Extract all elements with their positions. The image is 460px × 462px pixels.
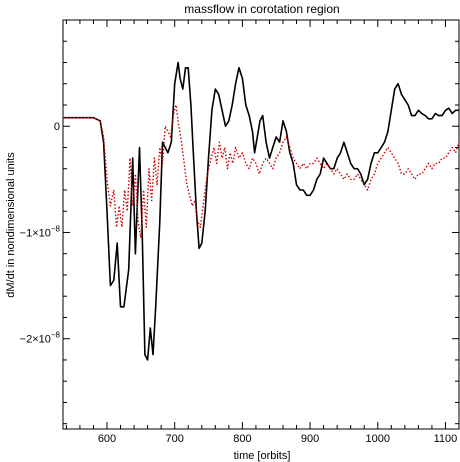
y-tick-label: −1×10−8	[20, 224, 61, 239]
plot-frame	[62, 19, 460, 430]
chart-title: massflow in corotation region	[184, 2, 339, 16]
x-tick-label: 1100	[434, 433, 458, 445]
series-layer	[63, 61, 460, 361]
series-line-1	[63, 61, 459, 361]
y-tick-label: −2×10−8	[20, 331, 61, 346]
series-line-2	[63, 104, 460, 239]
x-tick-label: 600	[98, 433, 116, 445]
y-axis-label: dM/dt in nondimensional units	[5, 152, 17, 298]
x-tick-label: 800	[233, 433, 251, 445]
y-tick-label: 0	[54, 121, 60, 133]
x-axis-label: time [orbits]	[234, 450, 291, 462]
x-tick-label: 1000	[366, 433, 390, 445]
ticks-layer: 600 700 800 900 1000 1100 0 −1×10−8 −2×10−8	[20, 20, 460, 445]
x-tick-label: 900	[301, 433, 319, 445]
x-tick-label: 700	[166, 433, 184, 445]
